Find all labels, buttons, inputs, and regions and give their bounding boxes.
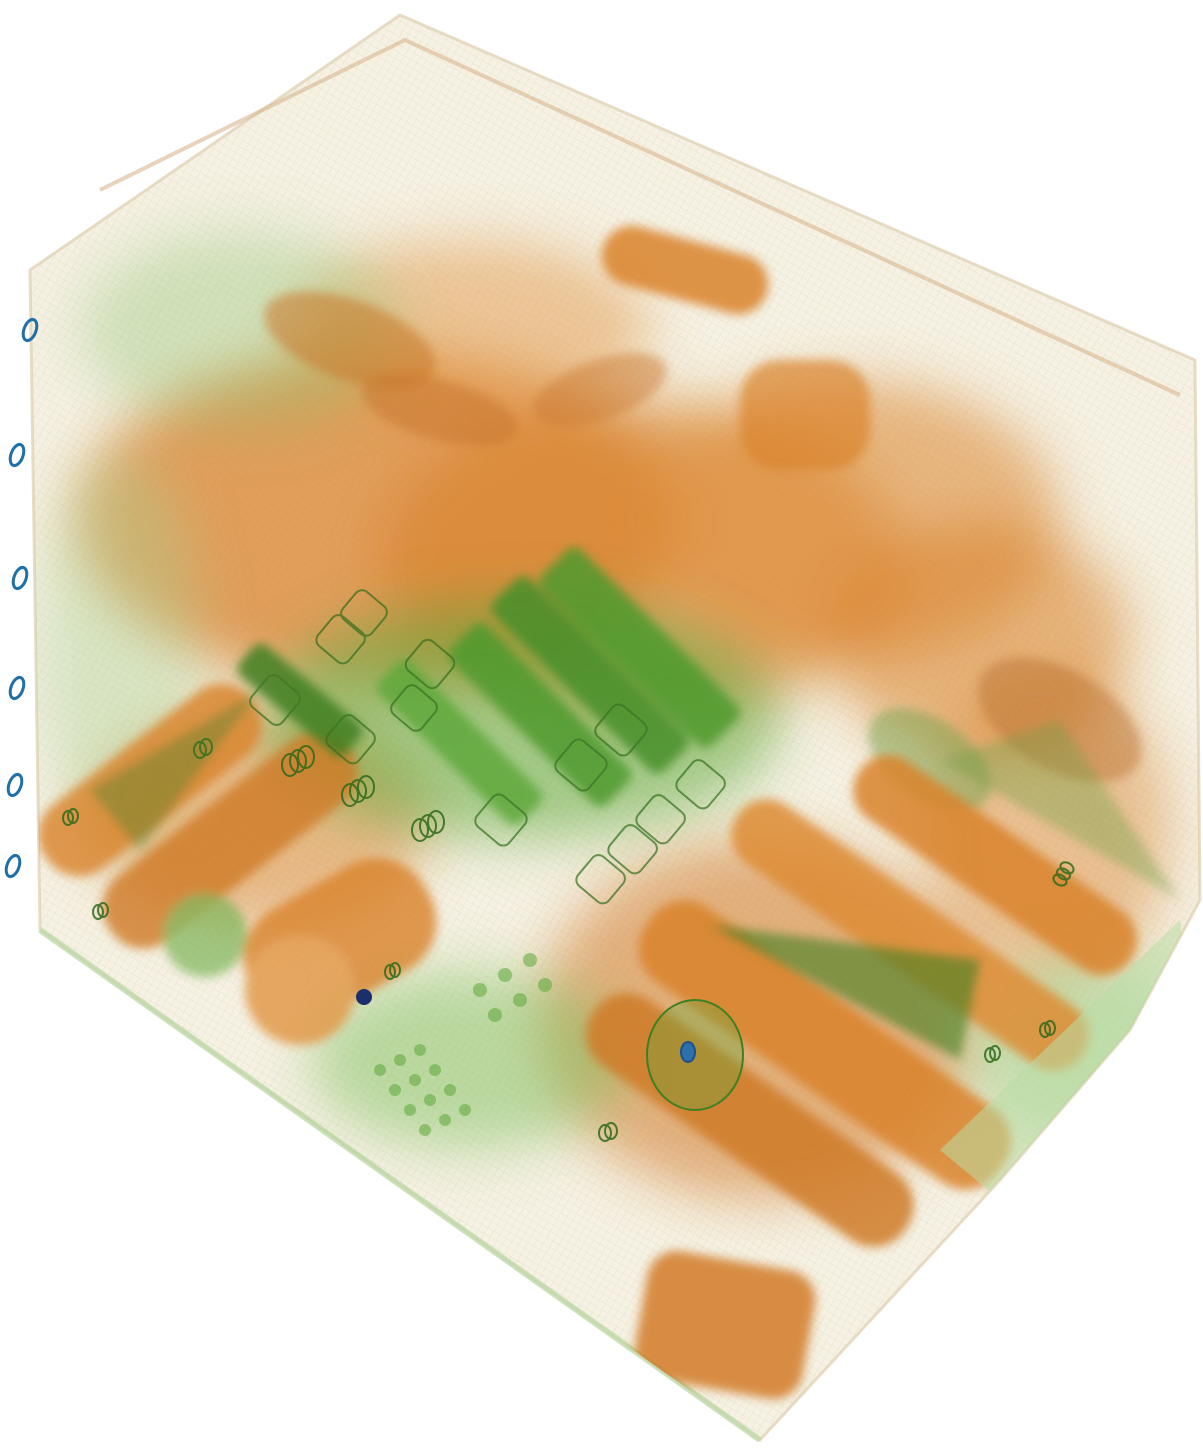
green-cone: [90, 690, 1180, 1060]
bottom-panel: [940, 920, 1195, 1200]
round-disk: [646, 999, 744, 1111]
green-devices: [62, 547, 1075, 1142]
orange-bottles: [586, 225, 1137, 1400]
fibrous-region: [374, 953, 552, 1136]
metal-dot: [356, 989, 372, 1005]
metal-beads: [4, 317, 39, 879]
